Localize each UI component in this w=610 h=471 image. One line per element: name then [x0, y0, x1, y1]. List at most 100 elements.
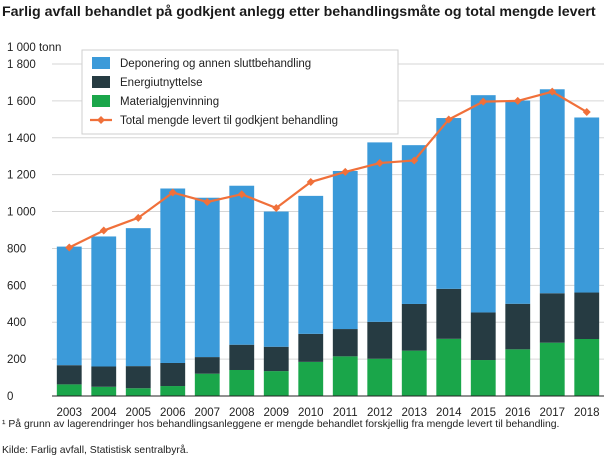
legend-swatch — [92, 95, 110, 107]
bar-energiutnyttelse — [298, 333, 324, 362]
x-tick-label: 2005 — [125, 407, 151, 419]
x-tick-label: 2011 — [333, 407, 358, 419]
y-tick-label: 1 400 — [7, 133, 36, 145]
bar-materialgjenvinning — [125, 388, 151, 396]
bar-energiutnyttelse — [160, 362, 186, 387]
bar-materialgjenvinning — [229, 369, 255, 396]
bar-energiutnyttelse — [367, 321, 393, 359]
legend-label: Materialgjenvinning — [120, 96, 219, 108]
x-tick-label: 2013 — [401, 407, 427, 419]
bar-deponering — [539, 89, 565, 294]
bar-energiutnyttelse — [401, 303, 427, 351]
total-point — [444, 115, 453, 124]
bar-deponering — [194, 197, 220, 358]
legend-label: Total mengde levert til godkjent behandl… — [120, 115, 338, 127]
y-axis-label: 1 000 tonn — [7, 42, 61, 54]
y-tick-label: 1 000 — [7, 207, 36, 219]
bar-energiutnyttelse — [125, 366, 151, 389]
total-point — [410, 156, 419, 165]
x-tick-label: 2006 — [160, 407, 186, 419]
total-line — [68, 90, 588, 249]
bar-deponering — [298, 195, 324, 334]
footnote: ¹ På grunn av lagerendringer hos behandl… — [2, 419, 560, 430]
bar-energiutnyttelse — [574, 292, 600, 340]
y-tick-label: 200 — [7, 354, 26, 366]
bar-materialgjenvinning — [91, 386, 117, 396]
bar-energiutnyttelse — [263, 346, 289, 372]
bar-deponering — [505, 100, 531, 304]
total-point — [341, 167, 350, 176]
bar-energiutnyttelse — [539, 293, 565, 343]
bar-deponering — [401, 145, 427, 304]
x-tick-label: 2010 — [298, 407, 324, 419]
x-tick-label: 2008 — [229, 407, 255, 419]
y-tick-label: 800 — [7, 243, 26, 255]
total-point — [548, 87, 557, 96]
legend-box — [81, 49, 399, 135]
legend-marker — [97, 116, 105, 124]
bar-energiutnyttelse — [229, 344, 255, 370]
bar-energiutnyttelse — [505, 303, 531, 350]
total-point — [99, 226, 108, 235]
legend-swatch — [92, 57, 110, 69]
bar-deponering — [125, 228, 151, 367]
y-tick-label: 1 600 — [7, 96, 36, 108]
legend-swatch — [92, 76, 110, 88]
total-point — [272, 204, 281, 213]
y-tick-label: 1 800 — [7, 59, 36, 71]
total-point — [134, 213, 143, 222]
bar-deponering — [436, 118, 462, 289]
bar-deponering — [367, 142, 393, 322]
bar-energiutnyttelse — [470, 312, 496, 361]
bar-deponering — [332, 170, 358, 330]
bar-deponering — [574, 117, 600, 293]
total-point — [237, 190, 246, 199]
x-tick-label: 2003 — [56, 407, 82, 419]
bar-deponering — [91, 236, 117, 367]
x-tick-label: 2015 — [470, 407, 496, 419]
bar-energiutnyttelse — [91, 366, 117, 387]
bar-deponering — [229, 185, 255, 345]
bar-materialgjenvinning — [574, 339, 600, 396]
bar-materialgjenvinning — [367, 358, 393, 396]
x-tick-label: 2009 — [263, 407, 289, 419]
x-tick-label: 2017 — [539, 407, 565, 419]
x-tick-label: 2018 — [574, 407, 600, 419]
total-point — [582, 107, 591, 116]
x-tick-label: 2004 — [91, 407, 117, 419]
x-tick-label: 2016 — [505, 407, 531, 419]
total-point — [203, 197, 212, 206]
source-note: Kilde: Farlig avfall, Statistisk sentral… — [2, 445, 189, 456]
bar-materialgjenvinning — [194, 373, 220, 396]
y-tick-label: 1 200 — [7, 170, 36, 182]
bar-deponering — [160, 188, 186, 363]
total-point — [375, 159, 384, 168]
y-tick-label: 400 — [7, 317, 26, 329]
bar-materialgjenvinning — [56, 384, 82, 396]
total-point — [168, 188, 177, 197]
total-point — [65, 243, 74, 252]
total-point — [306, 178, 315, 187]
bar-materialgjenvinning — [401, 350, 427, 396]
bar-materialgjenvinning — [332, 356, 358, 396]
bar-materialgjenvinning — [160, 386, 186, 396]
bar-deponering — [263, 211, 289, 347]
bar-materialgjenvinning — [505, 349, 531, 396]
total-point — [513, 96, 522, 105]
bar-deponering — [56, 246, 82, 366]
bar-energiutnyttelse — [56, 365, 82, 385]
bar-energiutnyttelse — [436, 288, 462, 339]
legend-label: Energiutnyttelse — [120, 77, 202, 89]
x-tick-label: 2007 — [194, 407, 220, 419]
bar-materialgjenvinning — [470, 360, 496, 396]
legend-label: Deponering og annen sluttbehandling — [120, 58, 311, 70]
bar-materialgjenvinning — [298, 361, 324, 396]
bar-materialgjenvinning — [436, 338, 462, 396]
x-tick-label: 2014 — [436, 407, 462, 419]
bar-energiutnyttelse — [194, 357, 220, 374]
bar-energiutnyttelse — [332, 329, 358, 357]
total-point — [479, 97, 488, 106]
x-tick-label: 2012 — [367, 407, 393, 419]
